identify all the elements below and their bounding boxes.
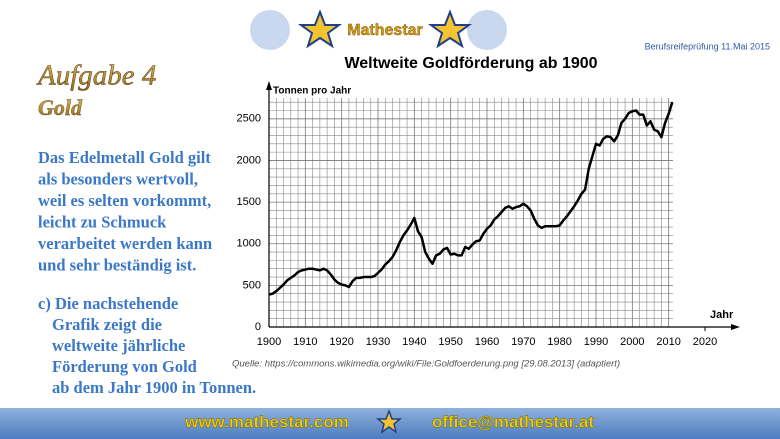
x-axis-label: Jahr xyxy=(710,309,734,321)
x-tick-label: 1910 xyxy=(293,336,317,348)
y-tick-label: 2500 xyxy=(237,113,261,125)
y-tick-label: 2000 xyxy=(237,154,261,166)
x-tick-label: 1960 xyxy=(475,336,499,348)
logo: Mathestar xyxy=(250,9,507,50)
wizard-icon xyxy=(250,10,290,50)
x-tick-label: 2010 xyxy=(656,336,680,348)
question-line: weltweite jährliche xyxy=(52,336,185,355)
x-tick-label: 1950 xyxy=(438,336,462,348)
x-tick-label: 2020 xyxy=(693,336,717,348)
logo-text: Mathestar xyxy=(347,22,423,39)
star-icon xyxy=(297,9,343,49)
x-tick-label: 2000 xyxy=(620,336,644,348)
data-line xyxy=(268,101,674,296)
star-icon xyxy=(427,9,473,49)
y-tick-label: 0 xyxy=(255,321,261,333)
intro-line: verarbeitet werden kann xyxy=(38,234,212,253)
y-tick-label: 500 xyxy=(243,279,261,291)
question-line: ab dem Jahr 1900 in Tonnen. xyxy=(52,378,256,397)
y-axis-arrow xyxy=(266,81,272,90)
intro-line: und sehr beständig ist. xyxy=(38,255,196,274)
y-axis-label: Tonnen pro Jahr xyxy=(273,86,351,97)
question-line: Grafik zeigt die xyxy=(52,315,162,334)
x-tick-label: 1940 xyxy=(402,336,426,348)
wizard-icon xyxy=(467,10,507,50)
exam-label: Berufsreifeprüfung 11.Mai 2015 xyxy=(645,41,770,51)
x-axis-arrow xyxy=(731,324,740,330)
star-icon xyxy=(375,408,403,434)
source-note: Quelle: https://commons.wikimedia.org/wi… xyxy=(232,359,620,370)
intro-line: als besonders wertvoll, xyxy=(38,169,198,188)
x-tick-label: 1970 xyxy=(511,336,535,348)
question-line: Förderung von Gold xyxy=(52,357,197,376)
x-tick-label: 1900 xyxy=(257,336,281,348)
intro-line: weil es selten vorkommt, xyxy=(38,191,211,210)
x-tick-label: 1980 xyxy=(547,336,571,348)
question-line: c) Die nachstehende xyxy=(38,294,178,313)
task-title: Aufgabe 4 xyxy=(36,60,156,92)
footer-mail: office@mathestar.at xyxy=(432,412,594,431)
intro-line: leicht zu Schmuck xyxy=(38,212,167,231)
x-tick-label: 1920 xyxy=(329,336,353,348)
chart-title: Weltweite Goldförderung ab 1900 xyxy=(344,55,597,72)
footer-web: www.mathestar.com xyxy=(184,412,349,431)
task-subtitle: Gold xyxy=(38,95,83,120)
x-tick-label: 1990 xyxy=(584,336,608,348)
y-tick-label: 1000 xyxy=(237,238,261,250)
intro-line: Das Edelmetall Gold gilt xyxy=(38,148,211,167)
x-tick-label: 1930 xyxy=(366,336,390,348)
y-tick-label: 1500 xyxy=(237,196,261,208)
